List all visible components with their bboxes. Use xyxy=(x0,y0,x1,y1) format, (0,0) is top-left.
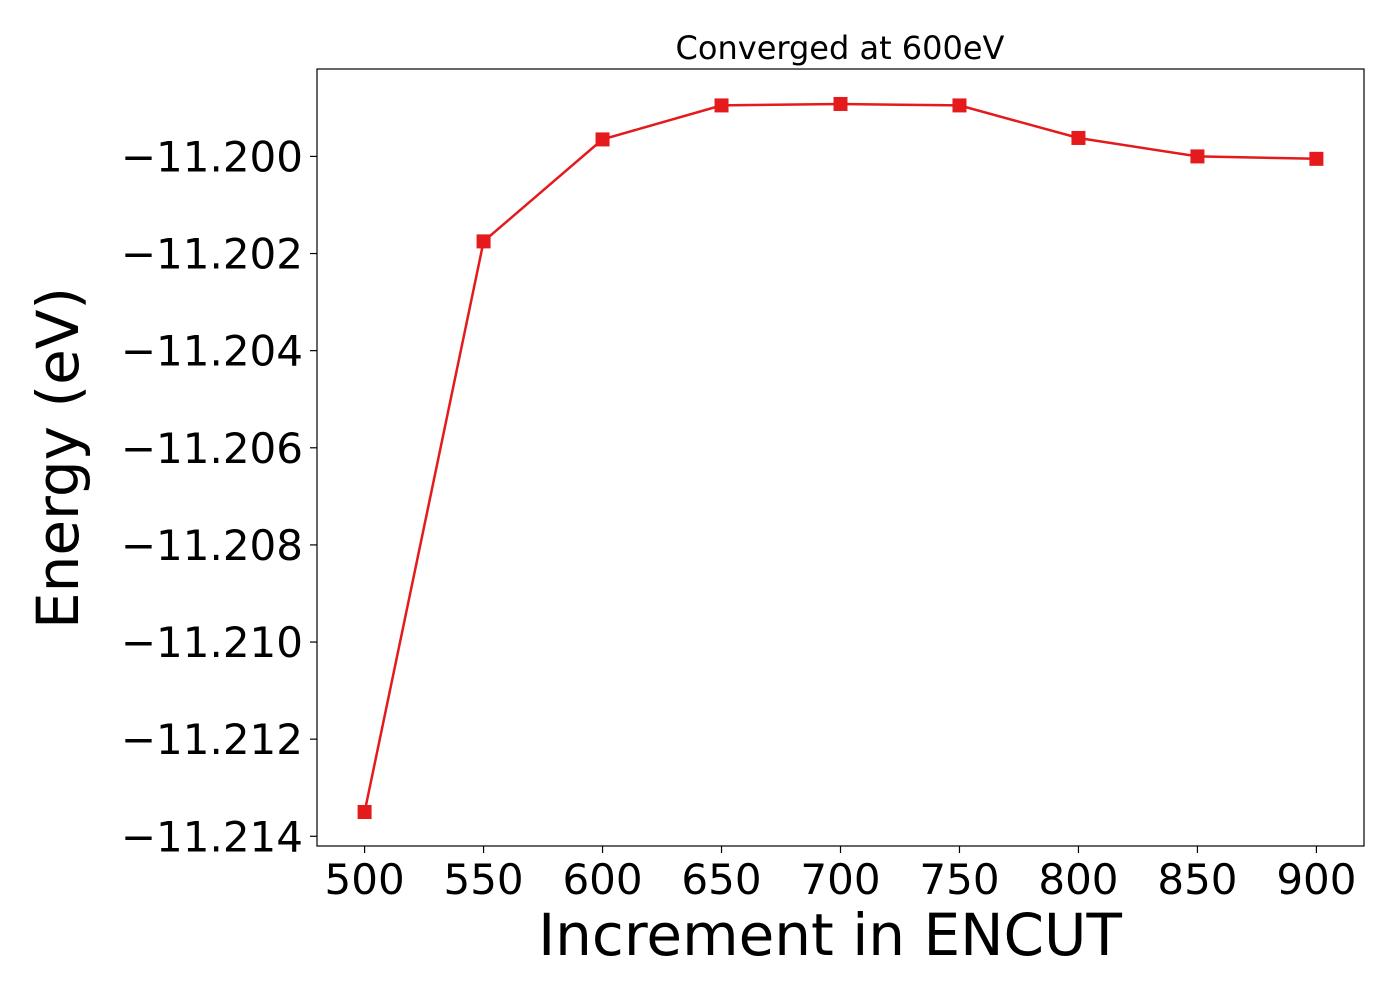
x-tick-label: 750 xyxy=(919,855,999,904)
x-tick-label: 850 xyxy=(1157,855,1237,904)
chart-title: Converged at 600eV xyxy=(676,29,1005,67)
data-point xyxy=(833,96,848,111)
data-point xyxy=(476,234,491,249)
x-tick-label: 500 xyxy=(325,855,405,904)
y-tick-label: −11.214 xyxy=(121,812,303,861)
x-axis-title: Increment in ENCUT xyxy=(538,901,1122,969)
x-tick-label: 550 xyxy=(443,855,523,904)
data-point xyxy=(1071,130,1086,145)
y-tick-label: −11.210 xyxy=(121,618,303,667)
y-tick-label: −11.208 xyxy=(121,521,303,570)
data-point xyxy=(1190,149,1205,164)
y-tick-label: −11.204 xyxy=(121,327,303,376)
series-line xyxy=(363,102,1317,813)
y-tick-label: −11.206 xyxy=(121,424,303,473)
data-point xyxy=(1309,151,1324,166)
x-tick-label: 800 xyxy=(1038,855,1118,904)
y-tick-label: −11.202 xyxy=(121,230,303,279)
data-point xyxy=(595,132,610,147)
x-tick-label: 650 xyxy=(681,855,761,904)
y-axis-title: Energy (eV) xyxy=(24,287,92,629)
data-point xyxy=(357,805,372,820)
plot-frame xyxy=(316,68,1365,847)
x-tick-label: 600 xyxy=(562,855,642,904)
x-tick-label: 700 xyxy=(800,855,880,904)
data-point xyxy=(714,98,729,113)
data-point xyxy=(952,98,967,113)
series-group xyxy=(357,96,1324,820)
x-axis: 500 550 600 650 700 750 800 850 900 xyxy=(325,846,1356,904)
y-tick-label: −11.200 xyxy=(121,132,303,181)
x-tick-label: 900 xyxy=(1276,855,1356,904)
y-tick-label: −11.212 xyxy=(121,715,303,764)
y-axis: −11.214 −11.212 −11.210 −11.208 −11.206 −11.2… xyxy=(121,132,317,861)
